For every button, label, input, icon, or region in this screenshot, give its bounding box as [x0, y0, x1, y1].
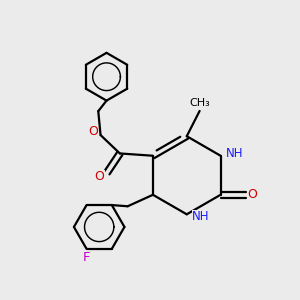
Text: NH: NH [192, 210, 209, 223]
Text: NH: NH [226, 147, 243, 160]
Text: CH₃: CH₃ [190, 98, 210, 108]
Text: O: O [88, 125, 98, 138]
Text: O: O [95, 170, 105, 183]
Text: O: O [247, 188, 257, 201]
Text: F: F [82, 250, 90, 264]
